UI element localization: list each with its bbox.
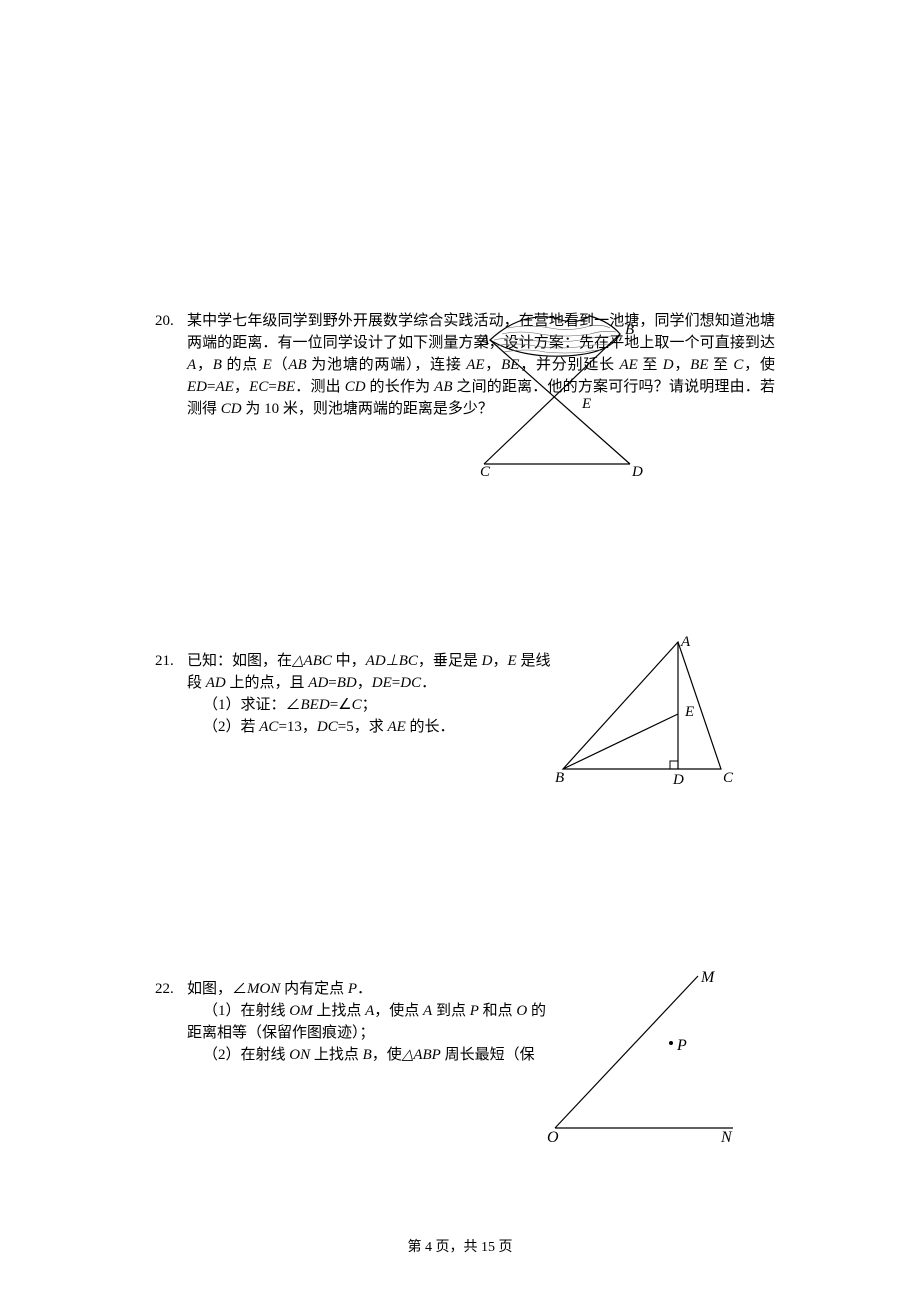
diagram-20-svg: A B C D E [480,304,650,479]
diagram-22: M N O P [543,968,743,1148]
line-A-D [490,340,630,464]
label-E: E [581,396,591,412]
label-B: B [555,770,564,786]
label-D: D [631,464,643,479]
diagram-20: A B C D E [480,304,650,484]
line-B-E [563,714,678,769]
label-A: A [680,634,691,650]
problem-number: 21. [155,650,187,738]
problem-20: 20. 某中学七年级同学到野外开展数学综合实践活动，在营地看到一池塘，同学们想知… [155,310,775,420]
diagram-22-svg: M N O P [543,968,743,1143]
problem-number: 20. [155,310,187,420]
label-N: N [720,1129,733,1143]
triangle-abc [563,642,721,769]
problem-number: 22. [155,978,187,1066]
label-C: C [480,464,491,479]
label-M: M [700,969,716,986]
label-C: C [723,770,734,786]
page-content: 20. 某中学七年级同学到野外开展数学综合实践活动，在营地看到一池塘，同学们想知… [155,310,775,1066]
page-footer: 第 4 页，共 15 页 [0,1236,920,1256]
pond-outline [490,316,620,356]
label-A: A [480,332,490,348]
label-P: P [676,1037,687,1054]
problem-22: 22. 如图，∠MON 内有定点 P． （1）在射线 OM 上找点 A，使点 A… [155,978,775,1066]
pond-hatch [494,325,616,353]
point-P [669,1041,673,1045]
label-D: D [672,772,684,788]
label-B: B [625,322,634,338]
label-E: E [684,704,694,720]
problem-21: 21. 已知：如图，在△ABC 中，AD⊥BC，垂足是 D，E 是线 段 AD … [155,650,775,738]
label-O: O [547,1129,559,1143]
diagram-21-svg: A B C D E [555,634,740,794]
right-angle-marker [670,761,678,769]
diagram-21: A B C D E [555,634,740,799]
